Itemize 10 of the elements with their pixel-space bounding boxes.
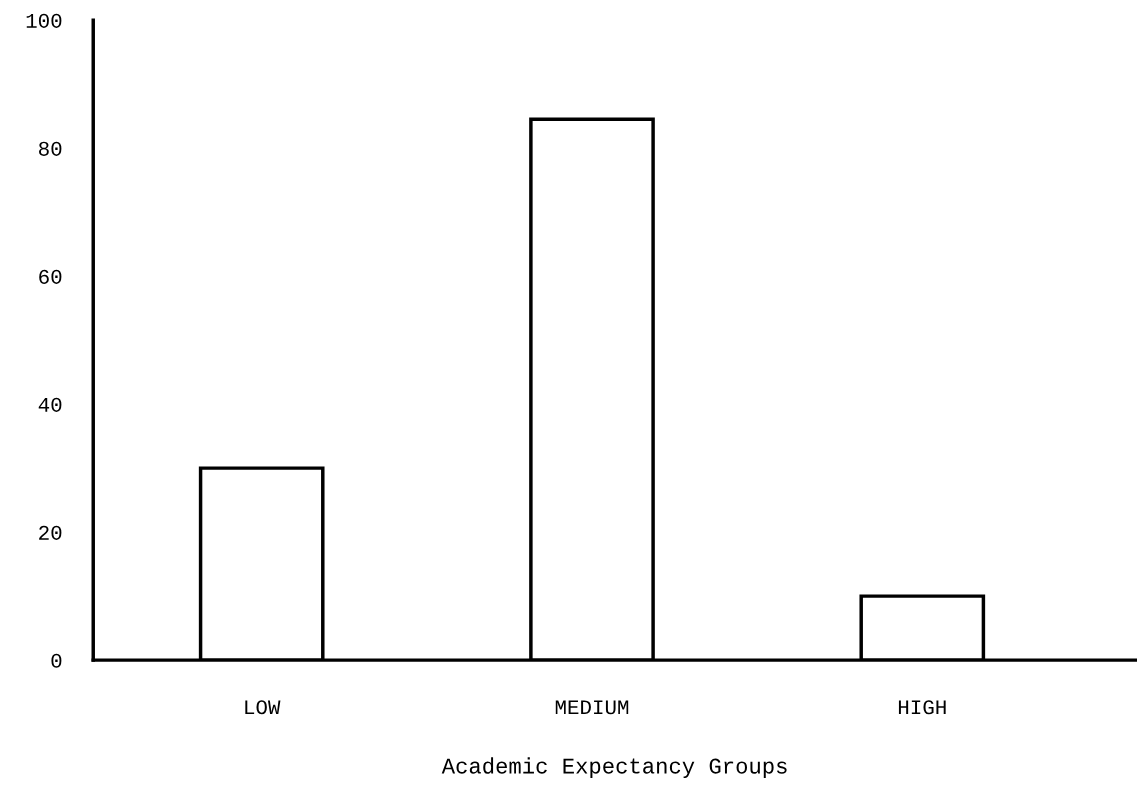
- y-tick-label: 20: [39, 525, 62, 540]
- x-tick-label: HIGH: [898, 700, 946, 715]
- x-tick-label: LOW: [245, 700, 281, 715]
- y-tick-label: 80: [39, 141, 62, 156]
- y-tick-label: 100: [26, 13, 62, 28]
- y-tick-label: 40: [38, 397, 62, 412]
- y-tick-label: 60: [39, 269, 62, 284]
- y-tick-label: 0: [51, 653, 62, 668]
- x-axis-title: Academic Expectancy Groups: [441, 757, 787, 779]
- x-tick-label: MEDIUM: [555, 700, 629, 715]
